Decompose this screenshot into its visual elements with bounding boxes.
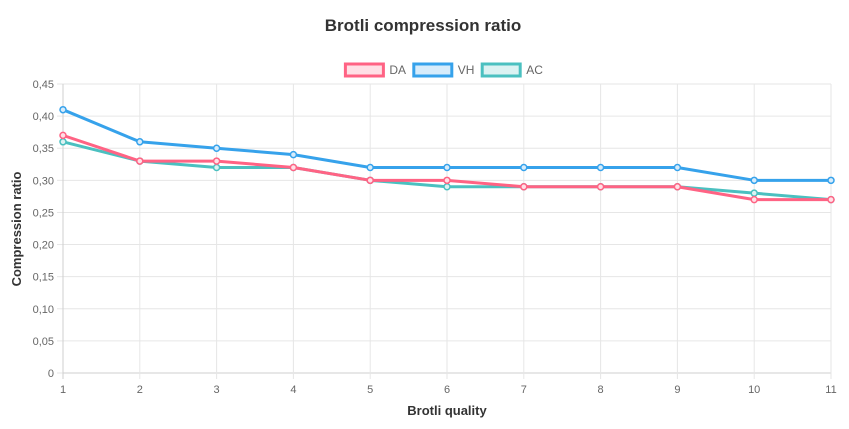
x-tick-label: 9	[674, 384, 680, 396]
x-axis-title: Brotli quality	[407, 403, 487, 418]
x-tick-label: 5	[367, 384, 373, 396]
data-point-vh[interactable]	[596, 163, 605, 172]
series-da	[59, 131, 835, 204]
data-point-da[interactable]	[212, 157, 221, 165]
y-tick-label: 0	[48, 368, 54, 380]
y-tick-label: 0,25	[33, 207, 54, 219]
data-point-vh[interactable]	[136, 138, 144, 146]
chart-title: Brotli compression ratio	[325, 16, 521, 35]
y-tick-label: 0,45	[33, 79, 54, 91]
data-point-vh[interactable]	[59, 105, 67, 114]
x-tick-label: 1	[60, 384, 66, 396]
x-tick-label: 7	[521, 384, 527, 396]
data-point-da[interactable]	[596, 183, 605, 191]
legend-label: DA	[389, 63, 406, 77]
data-point-vh[interactable]	[289, 150, 298, 159]
data-point-vh[interactable]	[366, 163, 374, 172]
data-point-da[interactable]	[827, 195, 835, 204]
data-point-vh[interactable]	[827, 176, 835, 185]
data-point-da[interactable]	[673, 183, 682, 191]
x-tick-label: 3	[214, 384, 220, 396]
legend-swatch	[343, 62, 385, 78]
data-point-da[interactable]	[750, 195, 758, 204]
series-group	[59, 105, 835, 204]
legend-swatch	[412, 62, 454, 78]
y-tick-label: 0,35	[33, 143, 54, 155]
data-point-vh[interactable]	[520, 163, 528, 172]
data-point-da[interactable]	[59, 131, 67, 140]
data-point-da[interactable]	[289, 163, 298, 172]
x-tick-label: 4	[290, 384, 296, 396]
grid	[57, 83, 832, 379]
legend-item-vh[interactable]: VH	[412, 62, 475, 78]
y-tick-label: 0,20	[33, 240, 54, 252]
data-point-da[interactable]	[443, 176, 451, 185]
data-point-vh[interactable]	[212, 144, 221, 152]
legend-item-ac[interactable]: AC	[480, 62, 543, 78]
y-tick-label: 0,30	[33, 175, 54, 187]
data-point-vh[interactable]	[673, 163, 682, 172]
x-tick-label: 10	[748, 384, 760, 396]
x-tick-label: 8	[598, 384, 604, 396]
y-axis: 0 0,05 0,10 0,15 0,20 0,25 0,30 0,35 0,40 0,45	[33, 79, 54, 380]
y-tick-label: 0,05	[33, 336, 54, 348]
y-axis-title: Compression ratio	[9, 172, 24, 287]
data-point-ac[interactable]	[750, 189, 758, 197]
legend-swatch	[480, 62, 522, 78]
data-point-ac[interactable]	[443, 183, 451, 191]
legend-label: AC	[526, 63, 543, 77]
y-tick-label: 0,15	[33, 272, 54, 284]
series-vh	[59, 105, 835, 185]
data-point-ac[interactable]	[212, 163, 221, 172]
data-point-da[interactable]	[520, 183, 528, 191]
data-point-ac[interactable]	[59, 138, 67, 146]
x-tick-label: 2	[137, 384, 143, 396]
legend: DA VH AC	[343, 62, 543, 78]
data-point-da[interactable]	[136, 157, 144, 165]
legend-item-da[interactable]: DA	[343, 62, 406, 78]
data-point-vh[interactable]	[443, 163, 451, 172]
data-point-vh[interactable]	[750, 176, 758, 185]
y-tick-label: 0,40	[33, 111, 54, 123]
x-axis: 1 2 3 4 5 6 7 8 9 10 11	[60, 384, 837, 396]
x-tick-label: 6	[444, 384, 450, 396]
y-tick-label: 0,10	[33, 304, 54, 316]
x-tick-label: 11	[825, 384, 836, 396]
data-point-da[interactable]	[366, 176, 374, 185]
legend-label: VH	[458, 63, 475, 77]
